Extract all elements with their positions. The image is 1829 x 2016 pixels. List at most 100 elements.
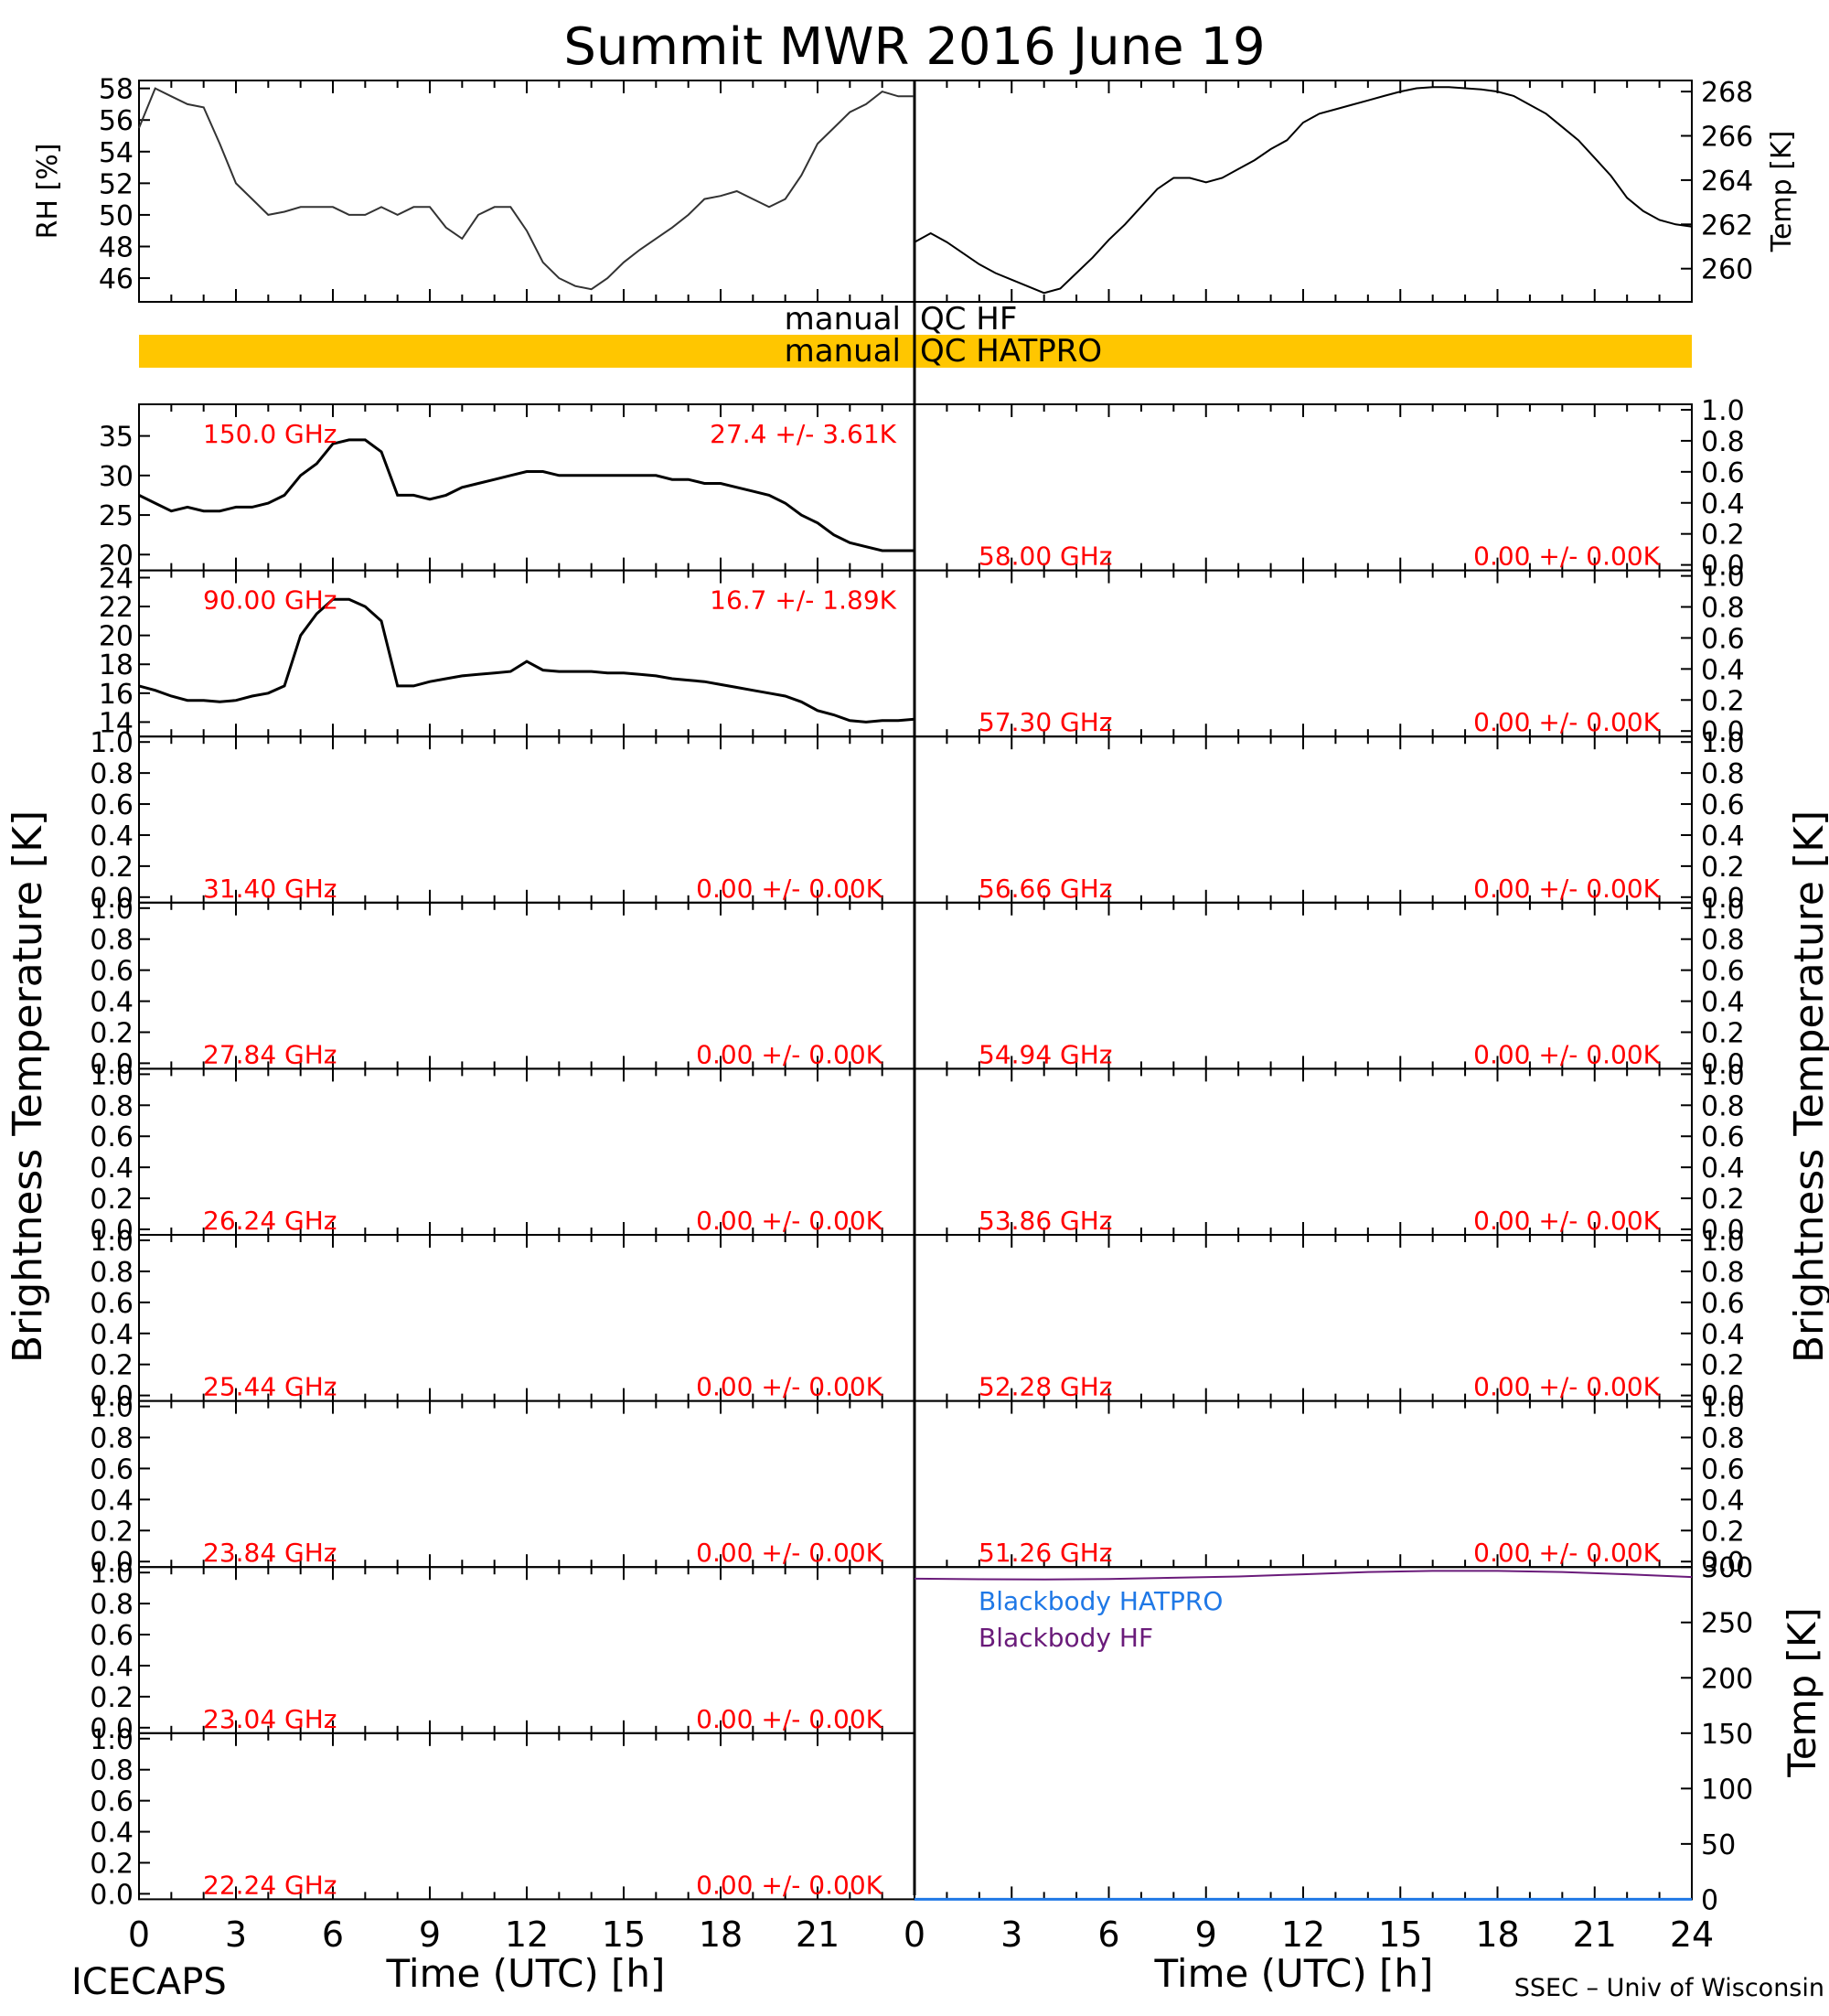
- panel-ch_22-stats-label: 0.00 +/- 0.00K: [696, 1870, 882, 1900]
- panel-ch_26-ytick-label: 0.4: [90, 1153, 134, 1185]
- panel-ch_23_04-ytick-label: 1.0: [90, 1558, 134, 1590]
- panel-ch_53-ytick-label: 0.8: [1701, 1090, 1745, 1122]
- panel-ch_53-frequency-label: 53.86 GHz: [979, 1206, 1113, 1236]
- panel-ch_53-ytick-label: 0.2: [1701, 1184, 1745, 1216]
- panel-ch_150-ytick-label: 30: [99, 461, 134, 493]
- rh-panel-ytick-label: 50: [99, 200, 134, 232]
- rh-series-line: [138, 87, 914, 291]
- panel-ch_53-stats-label: 0.00 +/- 0.00K: [1473, 1206, 1660, 1236]
- x-tick-label-right: 18: [1475, 1914, 1519, 1955]
- panel-ch_56-ytick-label: 0.6: [1701, 789, 1745, 821]
- panel-ch_23_84-frequency-label: 23.84 GHz: [203, 1538, 337, 1568]
- panel-ch_23_04-stats-label: 0.00 +/- 0.00K: [696, 1704, 882, 1734]
- panel-ch_31-ytick-label: 0.8: [90, 758, 134, 790]
- panel-ch_56-frequency-label: 56.66 GHz: [979, 874, 1113, 904]
- panel-ch_90-ytick-label: 24: [99, 563, 134, 595]
- panel-ch_58-ytick-label: 0.8: [1701, 426, 1745, 458]
- x-tick-label-left: 0: [128, 1914, 150, 1955]
- panel-ch_31-frequency-label: 31.40 GHz: [203, 874, 337, 904]
- panel-ch_57-ytick-label: 0.0: [1701, 716, 1745, 748]
- panel-ch_23_84-stats-label: 0.00 +/- 0.00K: [696, 1538, 882, 1568]
- panel-ch_27-stats-label: 0.00 +/- 0.00K: [696, 1039, 882, 1069]
- panel-ch_23_84-ytick-label: 0.8: [90, 1423, 134, 1455]
- blackbody-panel-ytick-label: 50: [1701, 1829, 1736, 1861]
- panel-ch_25-ytick-label: 0.4: [90, 1319, 134, 1351]
- x-tick-label-left: 15: [602, 1914, 646, 1955]
- panel-ch_23_84-ytick-label: 0.2: [90, 1516, 134, 1548]
- panel-ch_57-ytick-label: 1.0: [1701, 562, 1745, 594]
- x-tick-label-right: 24: [1670, 1914, 1714, 1955]
- panel-ch_51-ytick-label: 0.6: [1701, 1453, 1745, 1485]
- panel-ch_57-ytick-label: 0.6: [1701, 623, 1745, 655]
- panel-ch_22-ytick-label: 0.0: [90, 1879, 134, 1911]
- panel-ch_27-frequency-label: 27.84 GHz: [203, 1039, 337, 1069]
- blackbody-panel-ytick-label: 100: [1701, 1774, 1753, 1806]
- panel-ch_23_84-ytick-label: 1.0: [90, 1392, 134, 1424]
- panel-ch_57-frequency-label: 57.30 GHz: [979, 707, 1113, 737]
- legend-blackbody-hf: Blackbody HF: [979, 1623, 1153, 1653]
- panel-ch_54-frequency-label: 54.94 GHz: [979, 1039, 1113, 1069]
- panel-ch_52-frequency-label: 52.28 GHz: [979, 1372, 1113, 1402]
- panel-ch_90-ytick-label: 22: [99, 592, 134, 624]
- panel-ch_23_84-ytick-label: 0.4: [90, 1485, 134, 1517]
- panel-ch_90-stats-label: 16.7 +/- 1.89K: [710, 585, 896, 616]
- panel-ch_22-ytick-label: 0.6: [90, 1786, 134, 1818]
- panel-ch_52-ytick-label: 0.0: [1701, 1381, 1745, 1413]
- panel-ch_52-stats-label: 0.00 +/- 0.00K: [1473, 1372, 1660, 1402]
- blackbody-panel-ytick-label: 150: [1701, 1719, 1753, 1751]
- panel-ch_51-ytick-label: 0.0: [1701, 1547, 1745, 1579]
- x-tick-label-left: 21: [796, 1914, 840, 1955]
- panel-ch_26-frequency-label: 26.24 GHz: [203, 1206, 337, 1236]
- panel-ch_56-stats-label: 0.00 +/- 0.00K: [1473, 874, 1660, 904]
- x-tick-label-left: 6: [322, 1914, 344, 1955]
- panel-ch_56-ytick-label: 0.8: [1701, 758, 1745, 790]
- qc-hatpro-right-label: QC HATPRO: [920, 333, 1102, 370]
- panel-ch_58-ytick-label: 1.0: [1701, 395, 1745, 427]
- qc-hf-right-label: QC HF: [920, 301, 1017, 338]
- panel-ch_56-ytick-label: 0.0: [1701, 883, 1745, 915]
- x-tick-label-right: 12: [1281, 1914, 1325, 1955]
- x-tick-label-right: 15: [1378, 1914, 1422, 1955]
- panel-ch_31-ytick-label: 0.4: [90, 820, 134, 853]
- x-tick-label-right: 0: [904, 1914, 925, 1955]
- panel-ch_51-frequency-label: 51.26 GHz: [979, 1538, 1113, 1568]
- panel-ch_51-ytick-label: 0.8: [1701, 1423, 1745, 1455]
- panel-ch_54-ytick-label: 1.0: [1701, 894, 1745, 926]
- footer-left-label: ICECAPS: [71, 1961, 227, 2003]
- blackbody-panel-ytick-label: 0: [1701, 1884, 1718, 1916]
- panel-ch_31-ytick-label: 0.0: [90, 883, 134, 915]
- panel-ch_53-ytick-label: 0.6: [1701, 1121, 1745, 1153]
- panel-ch_57-ytick-label: 0.4: [1701, 654, 1745, 686]
- panel-ch_51-ytick-label: 1.0: [1701, 1392, 1745, 1424]
- panel-ch_25-ytick-label: 0.0: [90, 1381, 134, 1413]
- right-brightness-temperature-label: Brightness Temperature [K]: [1786, 810, 1829, 1363]
- panel-ch_25-frequency-label: 25.44 GHz: [203, 1372, 337, 1402]
- panel-ch_22-ytick-label: 0.8: [90, 1755, 134, 1787]
- temp-series-line: [914, 86, 1693, 295]
- blackbody-panel-ytick-label: 250: [1701, 1608, 1753, 1640]
- panel-ch_26-ytick-label: 0.2: [90, 1184, 134, 1216]
- blackbody-panel-ytick-label: 300: [1701, 1552, 1753, 1584]
- legend-blackbody-hatpro: Blackbody HATPRO: [979, 1586, 1223, 1616]
- panel-ch_58-ytick-label: 0.2: [1701, 520, 1745, 552]
- temp-panel-ytick-label: 268: [1701, 77, 1753, 109]
- panel-ch_27-ytick-label: 0.0: [90, 1048, 134, 1080]
- x-axis-label-left: Time (UTC) [h]: [386, 1951, 666, 1996]
- panel-ch_26-ytick-label: 0.0: [90, 1215, 134, 1247]
- panel-ch_58-ytick-label: 0.0: [1701, 551, 1745, 583]
- panel-ch_25-stats-label: 0.00 +/- 0.00K: [696, 1372, 882, 1402]
- qc-hf-left-label: manual: [785, 301, 901, 338]
- panel-ch_57-ytick-label: 0.2: [1701, 685, 1745, 717]
- rh-panel-ytick-label: 58: [99, 74, 134, 106]
- rh-panel-ytick-label: 48: [99, 232, 134, 264]
- panel-ch_57-stats-label: 0.00 +/- 0.00K: [1473, 707, 1660, 737]
- panel-ch_54-ytick-label: 0.2: [1701, 1017, 1745, 1049]
- panel-ch_58-ytick-label: 0.4: [1701, 488, 1745, 520]
- panel-ch_54-ytick-label: 0.0: [1701, 1048, 1745, 1080]
- panel-ch_150-ytick-label: 25: [99, 500, 134, 532]
- panel-ch_26-ytick-label: 0.6: [90, 1121, 134, 1153]
- panel-ch_23_84-ytick-label: 0.6: [90, 1453, 134, 1485]
